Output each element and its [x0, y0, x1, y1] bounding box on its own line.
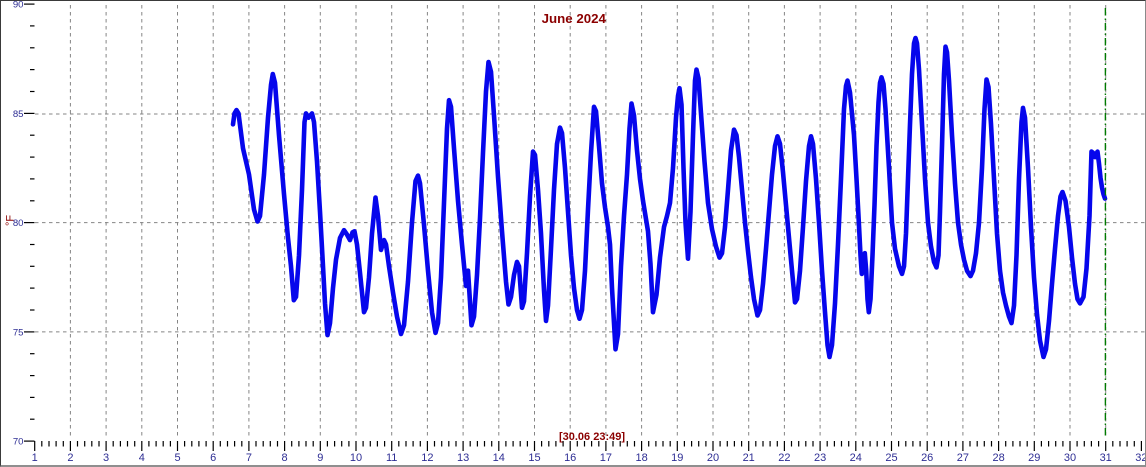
svg-text:7: 7: [246, 452, 252, 464]
svg-text:26: 26: [921, 452, 933, 464]
svg-text:28: 28: [992, 452, 1004, 464]
svg-text:6: 6: [210, 452, 216, 464]
svg-text:16: 16: [564, 452, 576, 464]
svg-text:9: 9: [317, 452, 323, 464]
svg-text:10: 10: [350, 452, 362, 464]
svg-text:1: 1: [32, 452, 38, 464]
svg-text:21: 21: [743, 452, 755, 464]
svg-text:8: 8: [282, 452, 288, 464]
svg-text:19: 19: [671, 452, 683, 464]
svg-text:70: 70: [13, 437, 24, 448]
svg-text:22: 22: [778, 452, 790, 464]
svg-text:24: 24: [850, 452, 862, 464]
svg-text:15: 15: [528, 452, 540, 464]
svg-text:80: 80: [13, 218, 24, 229]
svg-text:85: 85: [13, 109, 24, 120]
svg-text:32: 32: [1135, 452, 1146, 464]
svg-text:30: 30: [1064, 452, 1076, 464]
svg-text:14: 14: [493, 452, 505, 464]
svg-text:17: 17: [600, 452, 612, 464]
svg-text:31: 31: [1100, 452, 1112, 464]
svg-text:27: 27: [957, 452, 969, 464]
svg-text:5: 5: [174, 452, 180, 464]
svg-text:2: 2: [67, 452, 73, 464]
svg-text:90: 90: [13, 0, 24, 11]
svg-text:11: 11: [386, 452, 397, 464]
svg-text:[30.06 23:49]: [30.06 23:49]: [559, 431, 625, 443]
svg-text:29: 29: [1028, 452, 1040, 464]
svg-text:3: 3: [103, 452, 109, 464]
svg-text:12: 12: [421, 452, 433, 464]
svg-text:75: 75: [13, 328, 24, 339]
svg-text:13: 13: [457, 452, 469, 464]
svg-text:20: 20: [707, 452, 719, 464]
svg-text:4: 4: [139, 452, 145, 464]
svg-text:23: 23: [814, 452, 826, 464]
svg-text:18: 18: [635, 452, 647, 464]
svg-text:°F: °F: [5, 215, 17, 226]
svg-text:June 2024: June 2024: [542, 11, 607, 26]
svg-text:25: 25: [885, 452, 897, 464]
